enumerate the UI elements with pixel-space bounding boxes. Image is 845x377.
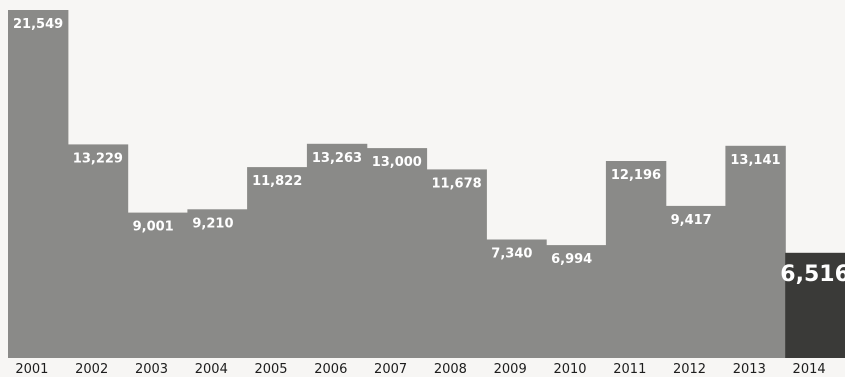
bar-2013 [725,145,786,358]
x-tick-label-2014: 2014 [793,362,826,377]
value-label-2002: 13,229 [73,151,123,166]
bar-2012 [665,205,726,358]
bar-2004 [187,209,248,358]
bar-2009 [486,239,547,358]
x-tick-label-2001: 2001 [15,362,48,377]
x-tick-label-2007: 2007 [374,362,407,377]
value-label-2006: 13,263 [312,151,362,166]
x-tick-label-2004: 2004 [195,362,228,377]
value-label-2010: 6,994 [551,252,592,267]
value-labels-group: 21,549 13,229 9,001 9,210 11,822 13,263 13,000… [13,17,845,287]
bar-2008 [426,169,487,358]
value-label-2014: 6,516 [780,262,845,287]
x-tick-label-2008: 2008 [434,362,467,377]
x-tick-label-2002: 2002 [75,362,108,377]
bar-2014 [785,252,845,358]
value-label-2007: 13,000 [372,155,422,170]
bar-2002 [67,144,129,358]
value-label-2001: 21,549 [13,17,63,32]
bar-2003 [127,212,188,358]
x-tick-label-2006: 2006 [314,362,347,377]
bar-2005 [247,167,308,358]
x-tick-label-2011: 2011 [613,362,646,377]
bars-group [8,10,845,358]
x-tick-label-2005: 2005 [254,362,287,377]
x-tick-label-2003: 2003 [135,362,168,377]
x-tick-label-2013: 2013 [733,362,766,377]
value-label-2003: 9,001 [133,220,174,235]
x-tick-labels-group: 2001 2002 2003 2004 2005 2006 2007 2008 2009 2010… [15,362,825,377]
value-label-2009: 7,340 [491,247,532,262]
bar-2007 [366,148,428,358]
value-label-2008: 11,678 [432,176,482,191]
value-label-2004: 9,210 [192,216,233,231]
x-tick-label-2012: 2012 [673,362,706,377]
bar-2011 [605,161,667,358]
x-tick-label-2010: 2010 [553,362,586,377]
x-tick-label-2009: 2009 [494,362,527,377]
bar-2010 [546,245,607,358]
bar-2006 [306,143,368,358]
value-label-2005: 11,822 [252,174,302,189]
value-label-2012: 9,417 [671,213,712,228]
bar-2001 [8,10,69,358]
value-label-2011: 12,196 [611,168,661,183]
value-label-2013: 13,141 [730,153,780,168]
